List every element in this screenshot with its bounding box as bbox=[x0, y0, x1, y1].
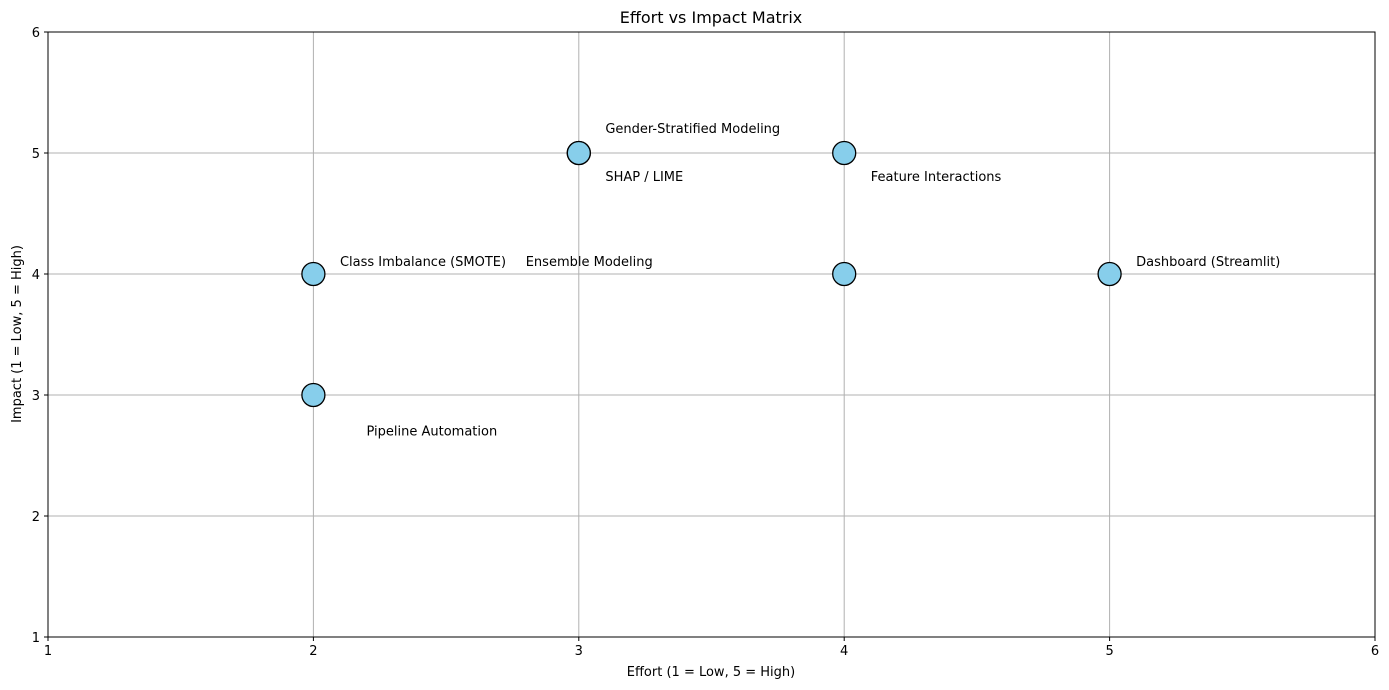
scatter-point bbox=[832, 140, 857, 166]
point-annotation: Feature Interactions bbox=[871, 170, 1002, 185]
y-tick-label: 2 bbox=[32, 510, 40, 525]
x-tick-label: 5 bbox=[1105, 644, 1113, 659]
scatter-point bbox=[301, 261, 326, 287]
scatter-point bbox=[1097, 261, 1122, 287]
y-tick-label: 4 bbox=[32, 268, 40, 283]
x-tick-label: 6 bbox=[1371, 644, 1379, 659]
scatter-point bbox=[832, 261, 857, 287]
annotations: Class Imbalance (SMOTE) SHAP / LIME Gender… bbox=[340, 122, 1280, 439]
x-tick-label: 4 bbox=[840, 644, 848, 659]
plot-frame bbox=[47, 31, 1376, 638]
x-tick-label: 1 bbox=[44, 644, 52, 659]
y-axis-label: Impact (1 = Low, 5 = High) bbox=[10, 245, 25, 423]
point-annotation: Class Imbalance (SMOTE) bbox=[340, 255, 506, 270]
x-tick-label: 2 bbox=[309, 644, 317, 659]
point-annotation: Dashboard (Streamlit) bbox=[1136, 255, 1280, 270]
scatter-point bbox=[566, 140, 591, 166]
chart-title: Effort vs Impact Matrix bbox=[620, 8, 803, 27]
x-tick-label: 3 bbox=[575, 644, 583, 659]
y-tick-label: 5 bbox=[32, 147, 40, 162]
x-axis-ticks: 1 2 3 4 5 6 bbox=[44, 637, 1379, 659]
data-points bbox=[301, 140, 1122, 408]
point-annotation: Ensemble Modeling bbox=[526, 255, 653, 270]
y-tick-label: 3 bbox=[32, 389, 40, 404]
point-annotation: Pipeline Automation bbox=[366, 424, 497, 439]
y-tick-label: 1 bbox=[32, 631, 40, 646]
point-annotation: Gender-Stratified Modeling bbox=[605, 122, 780, 137]
y-axis-ticks: 1 2 3 4 5 6 bbox=[32, 26, 48, 646]
point-annotation: SHAP / LIME bbox=[605, 170, 683, 185]
y-tick-label: 6 bbox=[32, 26, 40, 41]
x-axis-label: Effort (1 = Low, 5 = High) bbox=[627, 665, 795, 680]
scatter-point bbox=[301, 382, 326, 408]
